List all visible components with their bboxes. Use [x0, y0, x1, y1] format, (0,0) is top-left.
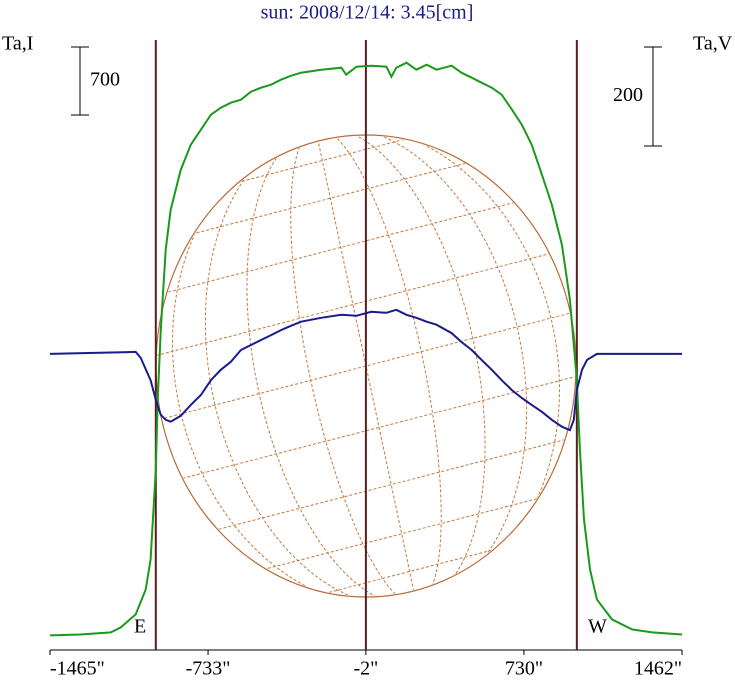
annotation: W	[588, 616, 607, 638]
parallel	[157, 235, 575, 374]
meridian	[315, 136, 528, 596]
parallel	[157, 464, 575, 596]
meridian	[204, 136, 417, 596]
parallel	[157, 297, 575, 435]
meridian	[315, 136, 575, 596]
x-tick-label: 730"	[505, 658, 543, 680]
parallel	[157, 526, 575, 596]
meridian	[315, 136, 442, 596]
meridian	[246, 136, 417, 596]
scale-bar-label: 700	[90, 69, 120, 91]
x-tick-label: 1462"	[634, 658, 682, 680]
scale-bar-label: 200	[613, 84, 643, 106]
series-line	[49, 308, 682, 432]
series-line	[49, 61, 683, 637]
x-tick-label: -733"	[186, 658, 231, 680]
meridian	[290, 136, 417, 596]
y2-axis-label: Ta,V	[693, 33, 733, 55]
parallel	[157, 136, 575, 206]
chart-title: sun: 2008/12/14: 3.45[cm]	[261, 2, 474, 24]
x-tick-label: -1465"	[50, 658, 105, 680]
x-tick-label: -2"	[353, 658, 378, 680]
annotation: E	[134, 616, 146, 638]
y-axis-label: Ta,I	[2, 33, 33, 55]
meridian	[315, 136, 486, 596]
meridian	[315, 136, 560, 596]
parallel	[157, 358, 575, 497]
